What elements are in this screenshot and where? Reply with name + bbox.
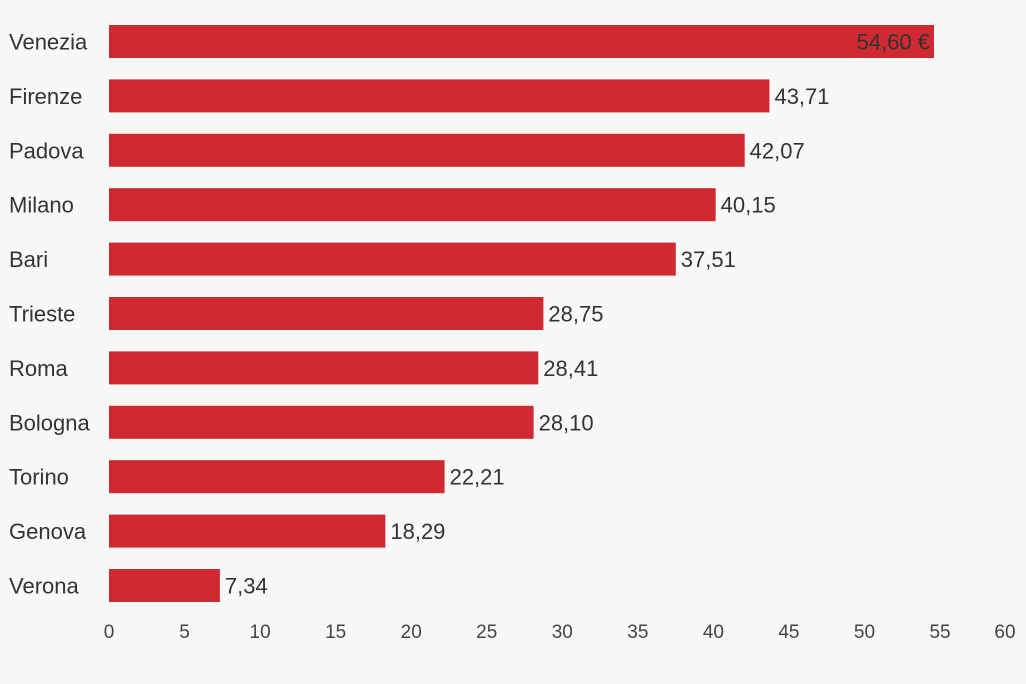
bar [109, 514, 386, 548]
bar [109, 79, 770, 113]
category-label: Verona [9, 574, 79, 599]
value-label: 54,60 € [857, 30, 930, 55]
category-label: Venezia [9, 30, 88, 55]
x-tick-label: 30 [552, 622, 573, 643]
x-tick-label: 45 [778, 622, 799, 643]
value-label: 28,10 [539, 410, 594, 435]
x-tick-label: 35 [627, 622, 648, 643]
value-label: 37,51 [681, 247, 736, 272]
x-tick-label: 25 [476, 622, 497, 643]
x-tick-label: 60 [994, 622, 1015, 643]
x-tick-label: 40 [703, 622, 724, 643]
category-label: Firenze [9, 84, 82, 109]
category-label: Bologna [9, 410, 91, 435]
bar [109, 405, 534, 439]
bar [109, 297, 544, 330]
bar [109, 460, 445, 494]
category-label: Torino [9, 465, 69, 490]
x-tick-label: 5 [179, 622, 190, 643]
category-label: Genova [9, 519, 87, 544]
category-label: Trieste [9, 302, 75, 327]
category-label: Padova [9, 138, 84, 163]
value-label: 42,07 [750, 138, 805, 163]
bar [109, 242, 676, 276]
x-tick-label: 55 [929, 622, 950, 643]
bar [109, 188, 716, 222]
category-label: Bari [9, 247, 48, 272]
value-label: 22,21 [450, 465, 505, 490]
value-label: 18,29 [390, 519, 445, 544]
category-label: Milano [9, 193, 74, 218]
value-label: 28,41 [543, 356, 598, 381]
value-label: 40,15 [721, 193, 776, 218]
bar [109, 25, 934, 58]
value-label: 43,71 [774, 84, 829, 109]
x-tick-label: 10 [250, 622, 271, 643]
x-tick-label: 15 [325, 622, 346, 643]
bar [109, 569, 220, 602]
value-label: 28,75 [548, 302, 603, 327]
value-label: 7,34 [225, 574, 268, 599]
x-tick-label: 50 [854, 622, 875, 643]
category-label: Roma [9, 356, 68, 381]
x-tick-label: 20 [401, 622, 422, 643]
bar [109, 133, 745, 167]
bar [109, 351, 539, 385]
x-tick-label: 0 [104, 622, 115, 643]
